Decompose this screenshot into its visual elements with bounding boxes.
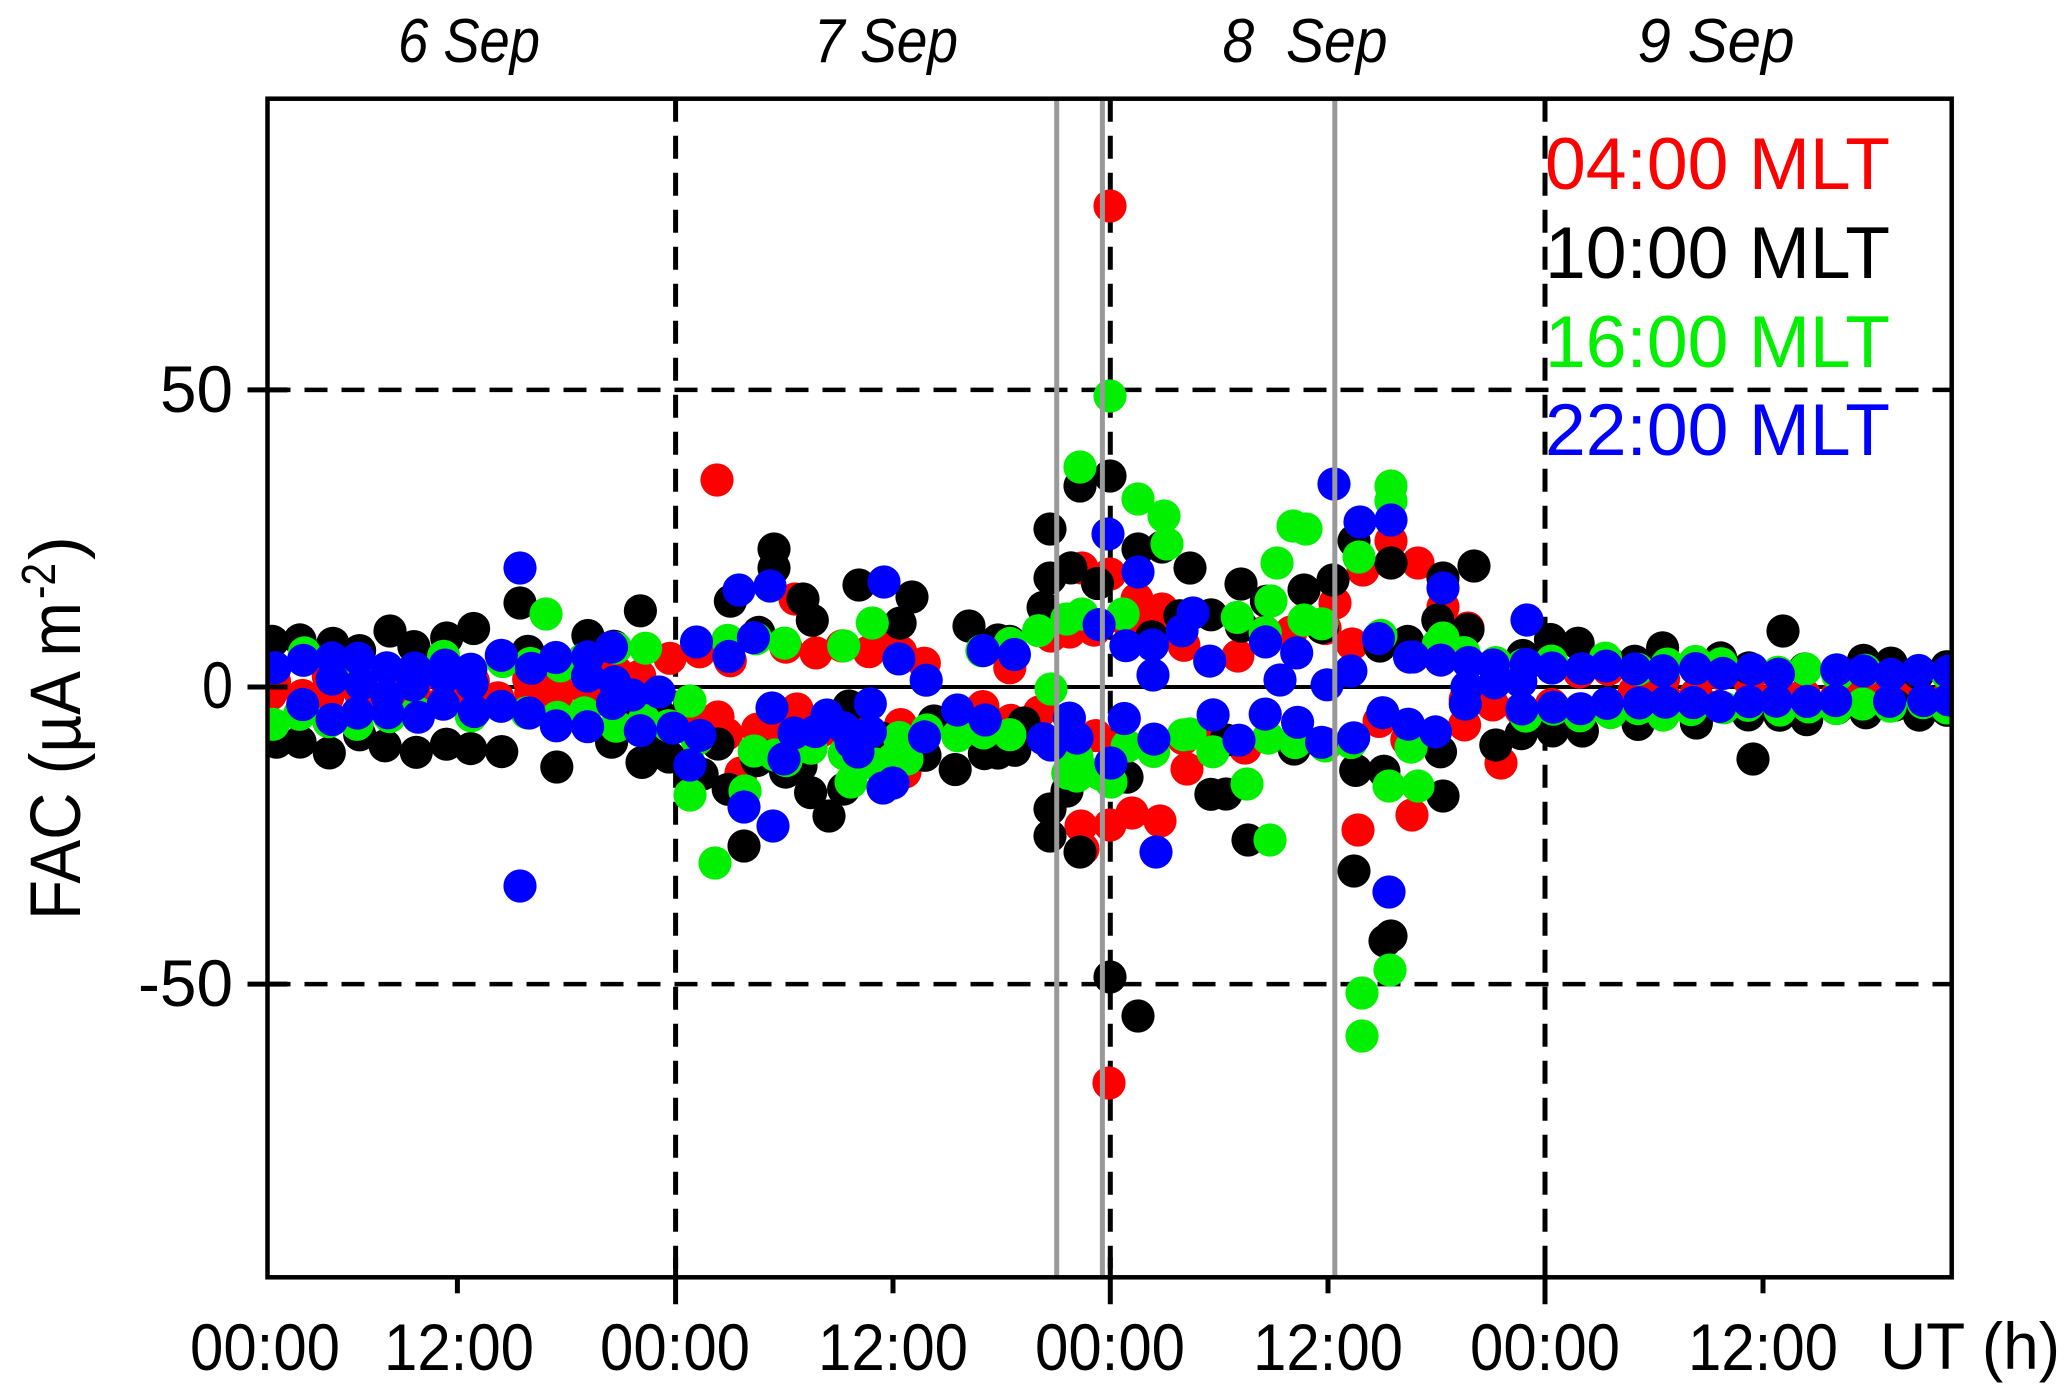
svg-text:12:00: 12:00: [818, 1310, 968, 1384]
svg-text:6 Sep: 6 Sep: [398, 7, 540, 76]
svg-text:00:00: 00:00: [1470, 1310, 1620, 1384]
svg-text:7 Sep: 7 Sep: [814, 7, 958, 76]
svg-text:12:00: 12:00: [384, 1310, 534, 1384]
svg-text:-2: -2: [13, 563, 66, 599]
svg-text:8 Sep: 8 Sep: [1223, 7, 1388, 76]
svg-text:00:00: 00:00: [190, 1310, 340, 1384]
svg-text:-50: -50: [138, 946, 233, 1020]
svg-text:UT (h): UT (h): [1880, 1309, 2060, 1383]
svg-text:22:00 MLT: 22:00 MLT: [1545, 390, 1890, 471]
svg-text:00:00: 00:00: [1035, 1310, 1185, 1384]
svg-text:12:00: 12:00: [1253, 1310, 1403, 1384]
svg-text:0: 0: [202, 648, 233, 722]
svg-text:9 Sep: 9 Sep: [1638, 7, 1795, 76]
svg-text:FAC (µA m: FAC (µA m: [17, 602, 96, 920]
svg-text:16:00 MLT: 16:00 MLT: [1545, 302, 1890, 383]
svg-text:): ): [17, 536, 96, 560]
svg-text:00:00: 00:00: [600, 1310, 750, 1384]
svg-text:50: 50: [160, 352, 233, 426]
svg-text:10:00 MLT: 10:00 MLT: [1545, 213, 1890, 294]
svg-text:12:00: 12:00: [1688, 1310, 1838, 1384]
svg-text:04:00 MLT: 04:00 MLT: [1545, 124, 1890, 205]
